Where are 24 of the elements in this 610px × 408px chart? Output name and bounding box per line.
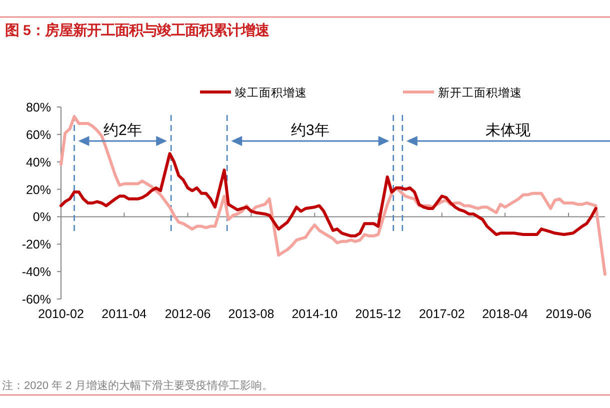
x-tick-label: 2010-02	[38, 307, 84, 321]
x-tick-label: 2014-10	[292, 307, 338, 321]
y-tick-label: 0%	[32, 210, 51, 224]
x-tick-label: 2011-04	[102, 307, 147, 321]
annotation: 约3年	[291, 122, 330, 139]
y-tick-label: -60%	[22, 292, 51, 306]
x-tick-label: 2018-04	[482, 307, 528, 321]
annotation: 未体现	[486, 122, 531, 139]
x-tick-label: 2013-08	[228, 307, 274, 321]
y-tick-label: 80%	[26, 100, 51, 114]
y-tick-label: -40%	[22, 265, 51, 280]
note: 注：2020 年 2 月增速的大幅下滑主要受疫情停工影响。	[2, 380, 273, 392]
x-tick-label: 2015-12	[355, 307, 402, 321]
x-tick-label: 2019-06	[546, 307, 592, 321]
y-tick-label: -20%	[22, 238, 51, 252]
y-tick-label: 40%	[26, 155, 51, 170]
title: 图 5：房屋新开工面积与竣工面积累计增速	[5, 23, 269, 39]
annotation: 约2年	[104, 122, 142, 139]
y-tick-label: 60%	[26, 128, 51, 142]
legend-label: 新开工面积增速	[438, 86, 522, 100]
x-tick-label: 2017-02	[418, 307, 465, 321]
x-tick-label: 2012-06	[164, 307, 211, 321]
legend-label: 竣工面积增速	[235, 86, 307, 100]
y-tick-label: 20%	[26, 182, 51, 197]
